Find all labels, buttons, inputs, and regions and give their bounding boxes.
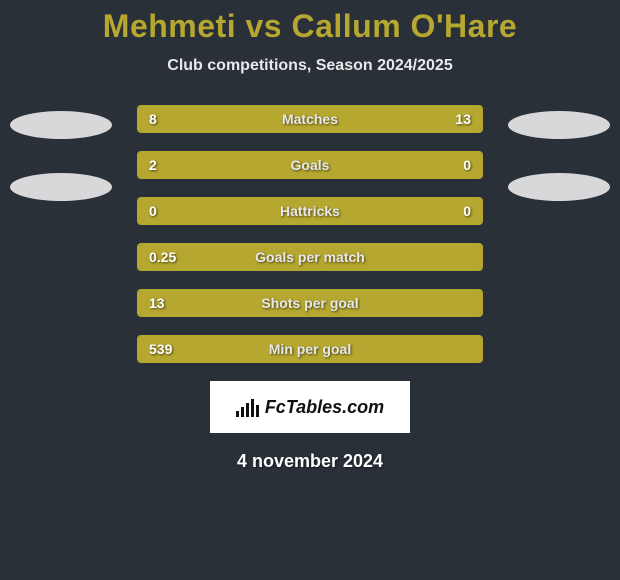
stat-row: 8Matches13 <box>137 105 483 133</box>
logo-chart-icon <box>236 397 259 417</box>
comparison-card: Mehmeti vs Callum O'Hare Club competitio… <box>0 0 620 472</box>
stat-value-right: 0 <box>463 153 471 177</box>
subtitle: Club competitions, Season 2024/2025 <box>0 57 620 75</box>
stat-row: 539Min per goal <box>137 335 483 363</box>
stat-row: 0Hattricks0 <box>137 197 483 225</box>
player-left-col <box>1 105 121 201</box>
stat-label: Min per goal <box>139 337 481 361</box>
stats-area: 8Matches132Goals00Hattricks00.25Goals pe… <box>0 105 620 363</box>
stat-row: 0.25Goals per match <box>137 243 483 271</box>
stat-label: Matches <box>139 107 481 131</box>
stat-label: Goals <box>139 153 481 177</box>
avatar-right <box>508 111 610 139</box>
logo-text: FcTables.com <box>265 397 384 418</box>
logo-box: FcTables.com <box>210 381 410 433</box>
stat-row: 13Shots per goal <box>137 289 483 317</box>
avatar-left <box>10 111 112 139</box>
avatar-right-secondary <box>508 173 610 201</box>
stat-bars: 8Matches132Goals00Hattricks00.25Goals pe… <box>137 105 483 363</box>
page-title: Mehmeti vs Callum O'Hare <box>0 8 620 45</box>
stat-row: 2Goals0 <box>137 151 483 179</box>
date-label: 4 november 2024 <box>0 451 620 472</box>
stat-value-right: 13 <box>455 107 471 131</box>
stat-label: Shots per goal <box>139 291 481 315</box>
stat-label: Goals per match <box>139 245 481 269</box>
stat-value-right: 0 <box>463 199 471 223</box>
stat-label: Hattricks <box>139 199 481 223</box>
avatar-left-secondary <box>10 173 112 201</box>
player-right-col <box>499 105 619 201</box>
